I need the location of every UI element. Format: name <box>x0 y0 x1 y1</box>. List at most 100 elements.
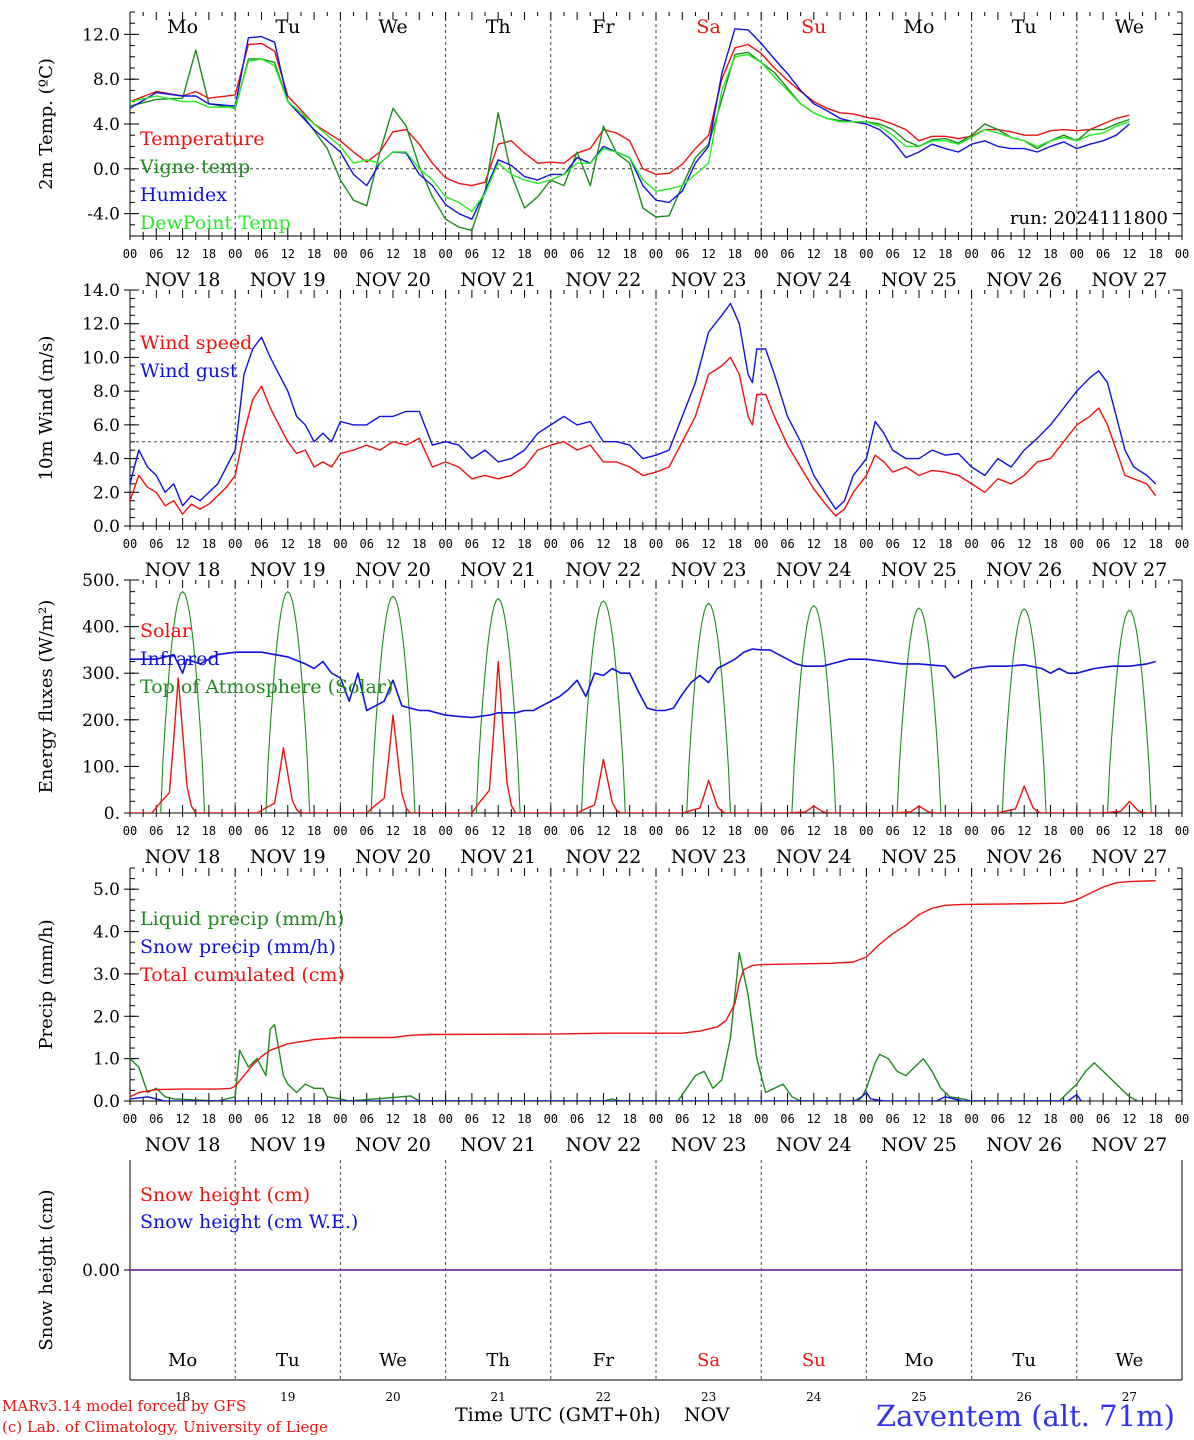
hour-label: 06 <box>254 247 268 261</box>
weekday-label: We <box>1115 16 1144 38</box>
hour-label: 18 <box>833 247 847 261</box>
panel-2: 00 06 12 18 00 06 12 18 00 06 12 18 00 06 12 18 00 06 12 18… <box>36 281 1189 581</box>
y-tick-label: -4.0 <box>87 205 120 225</box>
hour-label: 00 <box>754 824 768 838</box>
y-tick-label: 2.0 <box>93 1007 120 1027</box>
date-label: NOV 21 <box>460 1134 536 1156</box>
series-wind-speed <box>130 356 1157 517</box>
series-top-of-atmosphere <box>130 591 1156 813</box>
hour-label: 06 <box>1096 824 1110 838</box>
hour-label: 06 <box>359 824 373 838</box>
date-label: NOV 24 <box>776 1134 852 1156</box>
hour-label: 12 <box>386 247 400 261</box>
hour-label: 18 <box>412 247 426 261</box>
hour-label: 18 <box>1043 824 1057 838</box>
hour-label: 06 <box>149 1112 163 1126</box>
hour-label: 12 <box>596 824 610 838</box>
y-axis-title: Precip (mm/h) <box>36 919 57 1049</box>
hour-label: 00 <box>964 1112 978 1126</box>
hour-label: 18 <box>622 1112 636 1126</box>
hour-label: 12 <box>175 1112 189 1126</box>
y-tick-label: 2.0 <box>93 483 120 503</box>
date-label: NOV 25 <box>881 559 957 581</box>
hour-label: 12 <box>1122 537 1136 551</box>
series-snow-precip-mm-h- <box>130 1091 1082 1101</box>
date-label: NOV 23 <box>671 559 747 581</box>
hour-label: 18 <box>728 537 742 551</box>
panel-4: 00 06 12 18 00 06 12 18 00 06 12 18 00 06 12 18 00 06 12 18… <box>36 867 1189 1156</box>
hour-label: 06 <box>359 1112 373 1126</box>
date-label: NOV 23 <box>671 1134 747 1156</box>
date-label: NOV 26 <box>986 269 1062 291</box>
hour-label: 12 <box>386 1112 400 1126</box>
hour-label: 18 <box>412 1112 426 1126</box>
weekday-label: Tu <box>1012 1350 1036 1371</box>
hour-label: 00 <box>754 1112 768 1126</box>
hour-label: 18 <box>1043 1112 1057 1126</box>
y-tick-label: 500. <box>82 571 120 591</box>
credit-line-1: MARv3.14 model forced by GFS <box>2 1397 247 1415</box>
hour-label: 12 <box>491 824 505 838</box>
weekday-label: We <box>1116 1350 1144 1371</box>
date-label: NOV 18 <box>145 269 221 291</box>
hour-label: 06 <box>675 824 689 838</box>
hour-label: 18 <box>202 1112 216 1126</box>
hour-label: 12 <box>491 537 505 551</box>
hour-label: 00 <box>964 247 978 261</box>
hour-label: 18 <box>412 537 426 551</box>
hour-label: 12 <box>807 1112 821 1126</box>
series-infrared <box>130 648 1156 719</box>
weekday-label: Mo <box>904 1350 933 1371</box>
day-number-label: 18 <box>175 1390 190 1404</box>
hour-label: 06 <box>465 537 479 551</box>
weekday-label: Tu <box>1012 16 1037 38</box>
hour-label: 00 <box>754 537 768 551</box>
hour-label: 00 <box>649 537 663 551</box>
hour-label: 12 <box>912 537 926 551</box>
series-wind-gust <box>130 302 1157 510</box>
hour-label: 18 <box>622 537 636 551</box>
hour-label: 06 <box>885 537 899 551</box>
date-label: NOV 23 <box>671 846 747 868</box>
series-temperature <box>130 42 1130 187</box>
hour-label: 00 <box>649 824 663 838</box>
series-vigne-temp <box>130 49 1130 232</box>
panel-5: 0.00 Snow height (cm) Snow height (cm) Snow… <box>36 1160 1183 1404</box>
day-number-label: 26 <box>1017 1390 1032 1404</box>
y-tick-label: 400. <box>82 618 120 638</box>
weekday-label: Tu <box>275 16 300 38</box>
hour-label: 00 <box>649 247 663 261</box>
hour-label: 12 <box>281 247 295 261</box>
run-label: run: 2024111800 <box>1010 208 1168 229</box>
hour-label: 12 <box>701 824 715 838</box>
hour-label: 18 <box>938 824 952 838</box>
hour-label: 00 <box>438 247 452 261</box>
hour-label: 12 <box>701 1112 715 1126</box>
date-label: NOV 19 <box>250 559 326 581</box>
hour-label: 06 <box>1096 537 1110 551</box>
x-axis-month: NOV <box>684 1404 730 1426</box>
date-label: NOV 19 <box>250 269 326 291</box>
y-tick-label: 0. <box>104 804 120 824</box>
hour-label: 18 <box>622 247 636 261</box>
date-label: NOV 23 <box>671 269 747 291</box>
hour-label: 00 <box>228 537 242 551</box>
hour-label: 00 <box>544 824 558 838</box>
plot-area <box>130 880 1156 1101</box>
hour-label: 18 <box>307 824 321 838</box>
hour-label: 12 <box>912 824 926 838</box>
legend-entry: Vigne temp <box>139 156 250 178</box>
series-liquid-precip-mm-h- <box>130 952 1139 1101</box>
weekday-label: Su <box>802 1350 826 1371</box>
y-tick-label: 8.0 <box>93 382 120 402</box>
legend-entry: Snow height (cm) <box>140 1184 310 1206</box>
hour-label: 12 <box>175 824 189 838</box>
hour-label: 06 <box>885 824 899 838</box>
hour-label: 12 <box>281 1112 295 1126</box>
hour-label: 00 <box>859 824 873 838</box>
y-tick-label: 3.0 <box>93 965 120 985</box>
hour-label: 12 <box>701 537 715 551</box>
hour-label: 06 <box>570 824 584 838</box>
plot-area <box>130 302 1157 517</box>
